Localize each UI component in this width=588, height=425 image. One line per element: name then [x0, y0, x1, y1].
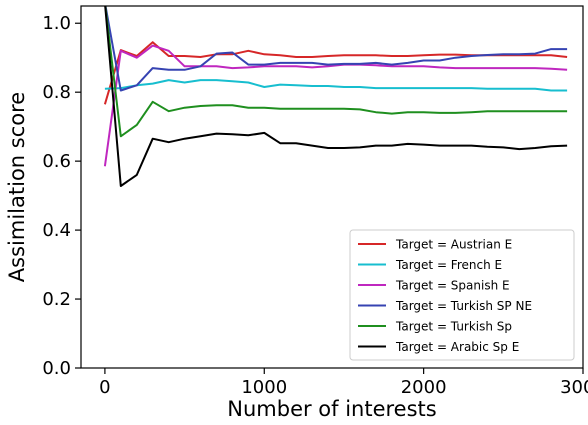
series-layer	[103, 6, 568, 187]
legend-box	[349, 229, 575, 361]
series-line-2	[104, 79, 568, 92]
y-tick-label: 0.0	[42, 358, 71, 379]
y-tick-label: 0.8	[42, 82, 71, 103]
legend: Target = Austrian E Target = French E Targ…	[349, 229, 575, 361]
ticks-layer: 0 1000 2000 3000 0.0 0.2 0.4 0.6 0.8 1.0	[42, 13, 588, 398]
y-axis-label: Assimilation score	[5, 92, 29, 282]
y-tick-label: 0.2	[42, 289, 71, 310]
series-line-1	[103, 41, 568, 105]
x-tick-label: 0	[99, 377, 110, 398]
legend-label: Target = French E	[395, 258, 502, 272]
legend-label: Target = Spanish E	[395, 279, 510, 293]
series-line-3	[103, 44, 568, 167]
y-tick-label: 0.6	[42, 151, 71, 172]
series-line-4	[104, 6, 568, 92]
legend-label: Target = Turkish Sp	[395, 320, 512, 334]
x-tick-label: 3000	[560, 377, 588, 398]
legend-label: Target = Turkish SP NE	[395, 299, 532, 313]
x-tick-label: 2000	[401, 377, 447, 398]
legend-label: Target = Austrian E	[395, 238, 512, 252]
plot-frame	[80, 5, 584, 369]
y-tick-label: 1.0	[42, 13, 71, 34]
x-axis-label: Number of interests	[227, 397, 436, 421]
series-line-5	[104, 6, 568, 138]
series-line-6	[104, 6, 568, 187]
y-tick-label: 0.4	[42, 220, 71, 241]
legend-label: Target = Arabic Sp E	[395, 340, 519, 354]
x-tick-label: 1000	[241, 377, 287, 398]
